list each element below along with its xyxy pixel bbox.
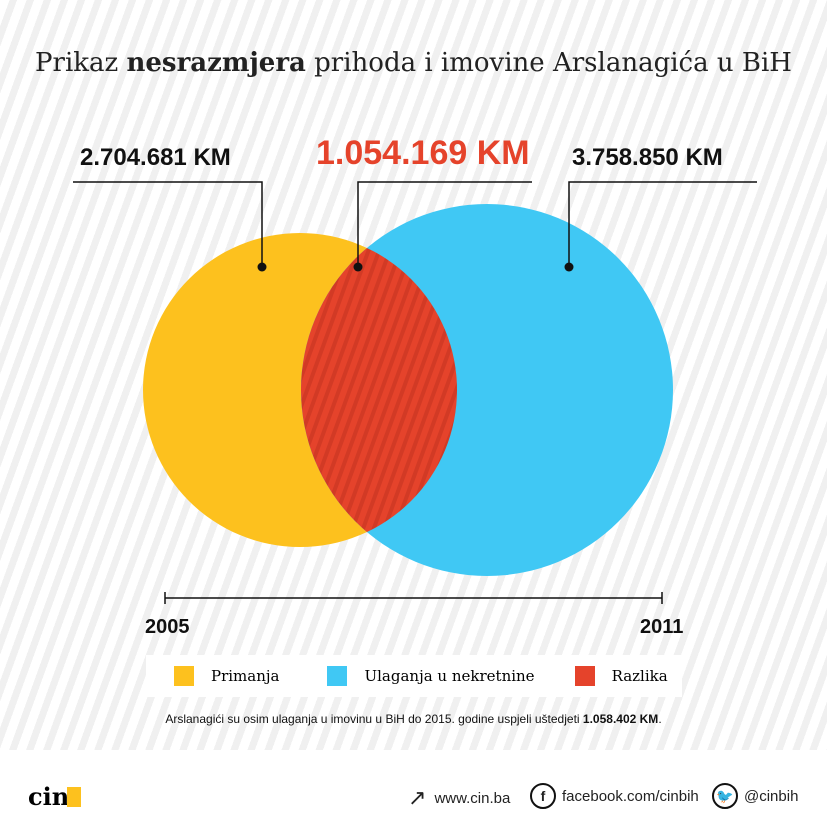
year-start: 2005 xyxy=(145,616,190,638)
twitter-link[interactable]: 🐦 @cinbih xyxy=(712,783,798,809)
page-title: Prikaz nesrazmjera prihoda i imovine Ars… xyxy=(35,48,792,78)
year-end: 2011 xyxy=(640,616,684,638)
footnote: Arslanagići su osim ulaganja u imovinu u… xyxy=(165,712,662,726)
twitter-icon: 🐦 xyxy=(712,783,738,809)
investment-value: 3.758.850 KM xyxy=(572,144,723,171)
legend: Primanja Ulaganja u nekretnine Razlika xyxy=(146,655,682,697)
footer xyxy=(0,750,827,827)
facebook-icon: f xyxy=(530,783,556,809)
arrow-icon: ↗ xyxy=(408,785,427,810)
facebook-link[interactable]: f facebook.com/cinbih xyxy=(530,783,699,809)
venn-diagram xyxy=(73,181,757,604)
difference-value: 1.054.169 KM xyxy=(316,134,530,172)
legend-item-income: Primanja xyxy=(174,666,279,686)
legend-item-difference: Razlika xyxy=(574,666,668,686)
cin-logo[interactable]: cin xyxy=(28,782,82,811)
income-value: 2.704.681 KM xyxy=(80,144,231,171)
website-link[interactable]: ↗ www.cin.ba xyxy=(408,785,511,810)
leader-lines xyxy=(73,181,757,604)
legend-item-investment: Ulaganja u nekretnine xyxy=(327,666,535,686)
difference-area xyxy=(301,233,457,547)
